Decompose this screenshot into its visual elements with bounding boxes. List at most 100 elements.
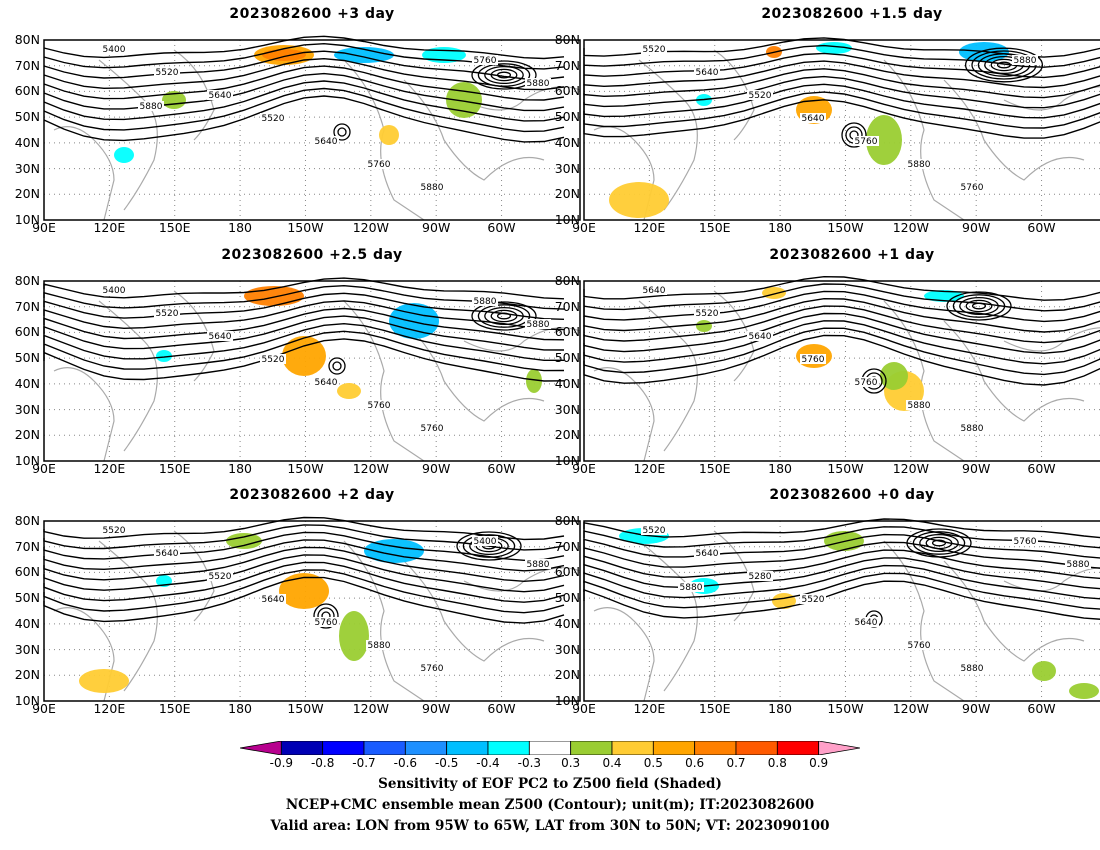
colorbar-tick-label: -0.3 [517,756,542,770]
contour-label-bg [747,90,773,100]
contour-label: 5640 [315,137,338,147]
lat-tick-label: 70N [14,298,40,314]
z500-contour [583,44,1100,68]
colorbar-tick-label: -0.6 [393,756,418,770]
contour-label-bg [853,136,879,146]
lat-tick-label: 60N [14,324,40,340]
contour-label-bg [472,55,498,65]
contour-label-bg [678,582,704,592]
contour-label: 5760 [855,137,878,147]
lon-tick-label: 90E [572,461,596,476]
contour-label-bg [138,101,164,111]
coastline [638,59,698,211]
lat-tick-label: 60N [14,83,40,99]
lon-tick-label: 90E [32,220,56,235]
sensitivity-shading [156,350,172,362]
contour-label: 5880 [1067,560,1090,570]
contour-label-bg [313,377,339,387]
colorbar-tick-label: 0.9 [809,756,829,770]
lon-tick-label: 60W [1027,461,1056,476]
z500-contour [583,557,1100,590]
sensitivity-shading [279,573,329,609]
colorbar-swatch [652,740,696,756]
contour-label-bg [313,136,339,146]
lon-tick-label: 180 [768,701,793,716]
contour-label: 5400 [474,537,497,547]
lon-tick-label: 90W [962,220,991,235]
z500-contour [583,334,1100,386]
colorbar-tick-label: -0.5 [434,756,459,770]
panel-title: 2023082600 +1 day [769,247,935,263]
colorbar-swatch [363,740,406,756]
lon-tick-label: 90E [572,701,596,716]
contour-label: 5520 [696,309,719,319]
colorbar-swatch [239,740,282,756]
lat-tick-label: 20N [554,667,580,683]
lat-tick-label: 30N [554,401,580,417]
closed-contour [841,122,867,148]
lon-tick-label: 180 [768,461,793,476]
lat-tick-label: 40N [14,375,40,391]
map-svg: 5400 5520 5640 5520 5640 5760 5880 5760 5880 5880 [43,35,581,221]
contour-label-bg [694,548,720,558]
colorbar-tick-label: 0.7 [726,756,746,770]
z500-contour [583,518,1100,539]
map-panel: 5520 5640 5520 5640 5760 5880 5760 5400 5880 [43,516,581,702]
contour-label: 5400 [103,286,126,296]
lon-tick-label: 150E [698,701,731,716]
lon-tick-label: 120E [93,701,126,716]
contour-label: 5640 [802,114,825,124]
contour-label-bg [525,559,551,569]
lon-tick-label: 180 [768,220,793,235]
lat-tick-label: 30N [554,160,580,176]
contour-label: 5760 [474,56,497,66]
z500-contour [583,305,1100,344]
coastline [593,367,655,462]
z500-contour [43,277,565,300]
coastline [463,327,581,352]
contour-label-bg [641,44,667,54]
lat-tick-label: 70N [554,298,580,314]
map-panel: 5520 5640 5280 5520 5640 5760 5880 5760 5880 5880 [583,518,1100,702]
coastline [943,79,1085,181]
contour-label-bg [313,617,339,627]
closed-contour [313,603,339,629]
closed-contour [333,123,351,141]
sensitivity-shading [446,82,482,118]
lat-tick-label: 40N [554,615,580,631]
contour-label: 5880 [961,664,984,674]
z500-contour [43,87,565,133]
contour-label: 5640 [749,332,772,342]
lon-tick-label: 120E [633,461,666,476]
contour-label-bg [959,423,985,433]
colorbar-swatch [570,740,613,756]
contour-label-bg [419,663,445,673]
sensitivity-shading [866,115,902,165]
colorbar-tick-label: -0.7 [352,756,376,770]
lon-tick-label: 150E [158,701,191,716]
closed-contour [471,60,537,90]
colorbar-tick-label: 0.4 [602,756,622,770]
contour-label: 5520 [643,526,666,536]
lat-tick-label: 70N [14,538,40,554]
colorbar-svg [239,740,861,756]
sensitivity-shading [334,47,394,63]
contour-label-bg [260,594,286,604]
contour-label: 5640 [209,332,232,342]
map-svg: 5400 5520 5640 5520 5640 5760 5760 5880 5880 [43,277,581,462]
colorbar-swatch [280,740,324,756]
closed-contour [462,534,516,558]
closed-contour [996,61,1012,69]
contour-label-bg [1012,55,1038,65]
lat-tick-label: 10N [554,693,580,708]
sensitivity-shading [526,369,542,393]
contour-label-bg [207,571,233,581]
sensitivity-shading [696,320,712,332]
contour-label: 5880 [908,160,931,170]
lon-tick-label: 90E [32,461,56,476]
contour-label: 5880 [908,401,931,411]
lat-tick-label: 80N [554,273,580,288]
contour-label-bg [419,423,445,433]
coastline [943,560,1085,662]
contour-label: 5640 [315,378,338,388]
